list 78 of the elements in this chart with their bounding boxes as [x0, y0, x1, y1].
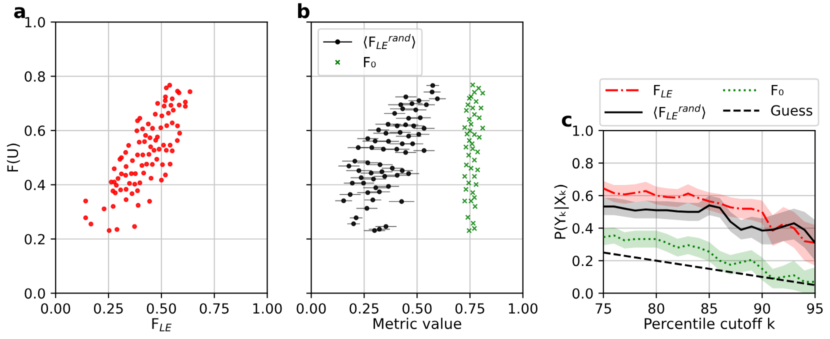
line-series — [603, 234, 816, 283]
legend-label: F₀ — [772, 84, 784, 96]
point — [470, 82, 476, 88]
y-tick-label: 0.8 — [24, 71, 45, 82]
point — [472, 204, 478, 210]
legend-label: ⟨F$_{LE}$$^{rand}$⟩ — [654, 104, 706, 120]
point — [478, 105, 484, 111]
point — [465, 214, 471, 220]
point — [464, 131, 470, 137]
legend-label: F₀ — [364, 57, 376, 68]
line-series — [603, 187, 816, 244]
y-tick-label: 0.0 — [24, 288, 45, 299]
point — [470, 220, 476, 226]
x-tick-label: 0.75 — [200, 303, 229, 314]
y-tick-label: 0.6 — [572, 190, 593, 202]
y-tick-label: 0.4 — [572, 223, 593, 234]
point — [474, 149, 480, 155]
point — [466, 152, 472, 158]
x-tick-label: 0.00 — [41, 303, 70, 314]
x-tick-label: 80 — [648, 303, 664, 314]
point — [473, 182, 479, 188]
point — [472, 157, 478, 163]
y-tick-label: 0.2 — [572, 256, 592, 266]
y-tick-label: 1.0 — [25, 17, 45, 28]
x-tick-label: 0.25 — [350, 303, 378, 314]
x-tick-label: 1.00 — [253, 303, 282, 314]
x-tick-label: 0.50 — [402, 303, 432, 314]
point — [472, 90, 478, 95]
x-axis-title: F$_{LE}$ — [152, 318, 172, 332]
point — [476, 115, 482, 120]
point — [466, 116, 472, 122]
point — [473, 98, 479, 104]
y-tick-label: 1.0 — [573, 125, 593, 136]
x-tick-label: 0.25 — [94, 303, 123, 314]
point — [466, 138, 472, 144]
y-axis-title: P(Yₖ|Xₖ) — [554, 184, 569, 239]
x-tick-label: 85 — [701, 303, 717, 314]
x-axis-title: Percentile cutoff k — [644, 318, 776, 330]
legend-label: ⟨F$_{LE}$$^{rand}$⟩ — [364, 34, 416, 49]
point — [472, 174, 478, 180]
chart-title: b — [298, 3, 310, 18]
point — [464, 162, 470, 168]
legend-label: F$_{LE}$ — [654, 84, 672, 98]
point — [465, 102, 471, 108]
point — [472, 112, 478, 118]
point — [462, 124, 468, 130]
y-tick-label: 0.2 — [24, 234, 44, 244]
y-axis-title: F(U) — [6, 144, 20, 172]
point — [469, 141, 475, 147]
legend-label: Guess — [771, 105, 812, 116]
point — [468, 122, 474, 127]
y-tick-label: 0.6 — [24, 125, 46, 136]
x-tick-label: 1.00 — [508, 303, 538, 314]
point — [476, 86, 482, 91]
x-tick-label: 95 — [807, 303, 823, 314]
point — [470, 105, 476, 111]
point — [467, 128, 473, 134]
point — [466, 96, 472, 101]
point — [464, 108, 470, 114]
chart-title: c — [562, 116, 572, 127]
point — [470, 190, 476, 196]
point — [462, 174, 468, 180]
point — [466, 180, 472, 186]
x-tick-label: 0.75 — [455, 303, 484, 314]
x-tick-label: 75 — [596, 303, 612, 314]
y-tick-label: 0.0 — [572, 288, 593, 299]
point — [468, 94, 474, 100]
y-tick-label: 0.8 — [572, 158, 593, 169]
point — [480, 125, 486, 131]
x-tick-label: 90 — [754, 303, 770, 314]
x-tick-label: 0.00 — [296, 303, 326, 314]
point — [463, 186, 469, 192]
x-tick-label: 0.50 — [146, 303, 176, 314]
point — [472, 194, 478, 200]
x-axis-title: Metric value — [374, 318, 462, 330]
chart-title: a — [14, 7, 25, 18]
point — [480, 90, 486, 96]
y-tick-label: 0.4 — [24, 180, 46, 190]
